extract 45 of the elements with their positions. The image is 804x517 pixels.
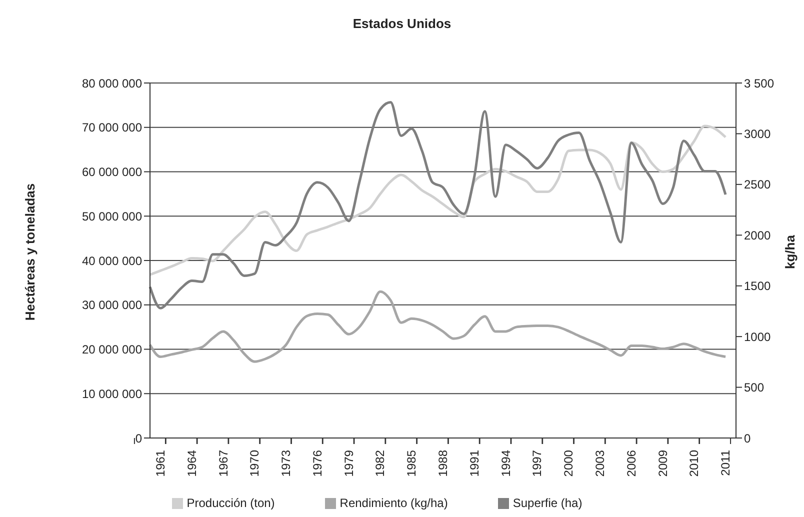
y2-tick-label: 2000	[744, 228, 772, 242]
x-tick-label: 1997	[530, 450, 544, 477]
line-series	[148, 124, 727, 276]
x-tick-label: 1994	[498, 450, 513, 477]
y-tick-label: 70 000 000	[82, 120, 142, 135]
x-tick-label: 1988	[436, 450, 450, 477]
y-tick-label: 40 000 000	[82, 254, 142, 268]
x-tick-label: 1976	[310, 450, 324, 477]
y2-tick-label: 3000	[744, 126, 772, 141]
y2-tick-label: 3 500	[744, 76, 774, 90]
x-tick-label: 1967	[216, 450, 230, 477]
y2-tick-label: 0	[744, 431, 751, 446]
chart-title: Estados Unidos	[352, 16, 452, 31]
x-tick-label: 1964	[184, 450, 199, 477]
legend-label: Producción (ton)	[186, 496, 275, 510]
x-tick-label: 1982	[373, 450, 388, 477]
y-tick-label: 80 000 000	[82, 76, 142, 90]
x-tick-label: 1961	[153, 450, 168, 477]
y-tick-label: 60 000 000	[82, 165, 142, 180]
x-tick-label: 2000	[562, 450, 576, 477]
y2-tick-label: 1500	[744, 279, 772, 294]
y2-tick-label: 500	[744, 380, 764, 395]
y-tick-label: 50 000 000	[82, 209, 142, 224]
line-series	[148, 101, 727, 310]
x-tick-label: 2011	[718, 450, 733, 476]
y2-tick-label: 2500	[744, 178, 772, 192]
y-tick-label: 30 000 000	[82, 298, 142, 312]
y-tick-label: 10 000 000	[82, 386, 142, 401]
x-tick-label: 2009	[656, 450, 670, 477]
y-tick-label: 20 000 000	[82, 342, 142, 357]
legend-label: Superfie (ha)	[512, 496, 582, 510]
y2-tick-label: 1000	[744, 330, 772, 344]
line-series	[148, 290, 727, 363]
x-tick-label: 1991	[467, 450, 482, 477]
x-tick-label: 2006	[624, 450, 638, 477]
x-tick-label: 1973	[279, 450, 294, 477]
x-tick-label: 1979	[342, 450, 356, 477]
y-tick-label: 0	[135, 431, 142, 446]
x-tick-label: 2010	[687, 450, 702, 477]
y-axis-title: Hectáreas y toneladas	[22, 183, 38, 321]
x-tick-label: 2003	[592, 450, 607, 477]
y2-axis-title: kg/ha	[782, 235, 798, 269]
x-tick-label: 1970	[248, 450, 262, 477]
legend-label: Rendimiento (kg/ha)	[340, 496, 448, 510]
x-tick-label: 1985	[404, 450, 419, 477]
